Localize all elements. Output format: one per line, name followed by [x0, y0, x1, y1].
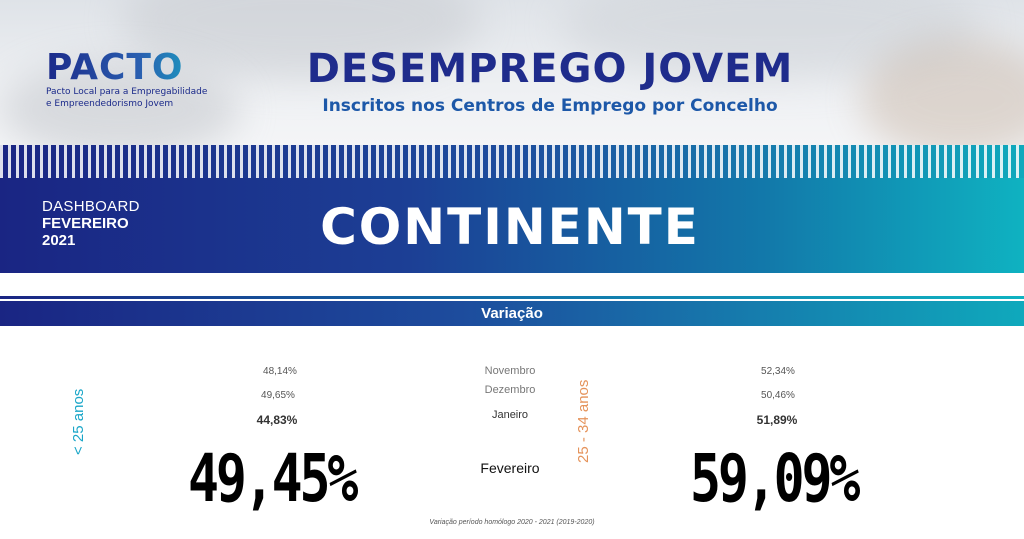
divider [0, 296, 1024, 299]
left-nov-value: 48,14% [263, 366, 297, 377]
dashboard-label: DASHBOARD [42, 198, 140, 215]
page-subtitle: Inscritos nos Centros de Emprego por Con… [322, 96, 778, 116]
group-label-under-25: < 25 anos [70, 388, 87, 455]
right-nov-value: 52,34% [761, 366, 795, 377]
section-title: Variação [0, 301, 1024, 326]
left-dec-value: 49,65% [261, 390, 295, 401]
dashboard-info: DASHBOARD FEVEREIRO 2021 [42, 198, 140, 249]
footnote: Variação período homólogo 2020 - 2021 (2… [429, 519, 595, 526]
logo-word: PACTO [46, 50, 216, 86]
decorative-stripes [0, 145, 1024, 178]
dashboard-month: FEVEREIRO [42, 215, 129, 232]
month-january: Janeiro [491, 409, 529, 421]
logo-subtitle-1: Pacto Local para a Empregabilidade [46, 87, 208, 97]
header-background [0, 0, 1024, 145]
right-dec-value: 50,46% [761, 390, 795, 401]
pacto-logo: PACTO Pacto Local para a Empregabilidade… [46, 50, 216, 110]
left-feb-value: 49,45% [188, 440, 358, 517]
left-jan-value: 44,83% [256, 413, 298, 427]
month-december: Dezembro [484, 384, 536, 396]
month-february: Fevereiro [480, 460, 540, 476]
region-band [0, 178, 1024, 273]
page-title: DESEMPREGO JOVEM [306, 46, 794, 92]
region-title: CONTINENTE [320, 198, 700, 256]
dashboard-year: 2021 [42, 232, 76, 249]
group-label-25-34: 25 - 34 anos [575, 379, 592, 463]
right-feb-value: 59,09% [690, 440, 860, 517]
right-jan-value: 51,89% [756, 413, 798, 427]
month-november: Novembro [484, 365, 536, 377]
logo-subtitle-2: e Empreendedorismo Jovem [46, 99, 174, 109]
